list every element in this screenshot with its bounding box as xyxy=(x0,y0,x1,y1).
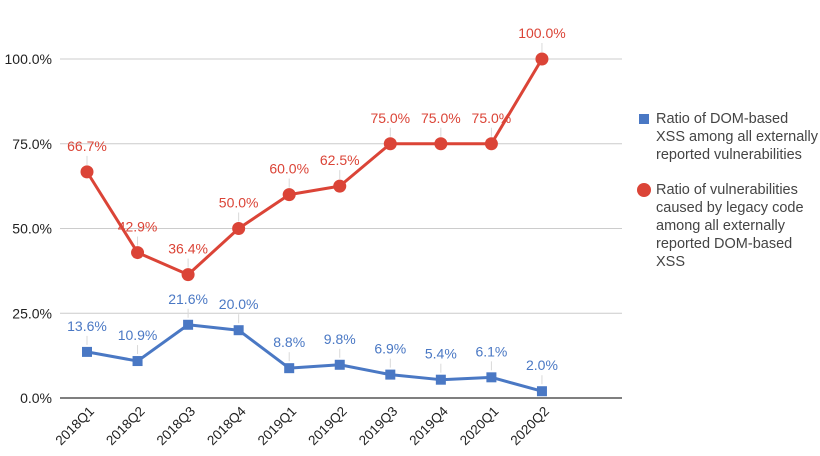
data-point xyxy=(334,359,345,370)
data-point xyxy=(183,319,194,330)
y-tick-label: 75.0% xyxy=(12,136,52,152)
data-point xyxy=(284,363,295,374)
data-point xyxy=(484,137,498,151)
data-point xyxy=(486,372,497,383)
y-tick-label: 50.0% xyxy=(12,221,52,237)
legend: Ratio of DOM-based XSS among all externa… xyxy=(636,110,820,271)
data-label: 10.9% xyxy=(118,327,158,343)
data-label: 60.0% xyxy=(269,161,309,177)
data-label: 36.4% xyxy=(168,241,208,257)
data-point xyxy=(434,137,448,151)
data-point xyxy=(131,246,145,260)
circle-marker-icon xyxy=(637,183,651,197)
data-label: 50.0% xyxy=(219,195,259,211)
data-point xyxy=(435,374,446,385)
data-point xyxy=(82,346,92,357)
data-point xyxy=(536,386,547,397)
square-marker-icon xyxy=(639,114,649,124)
x-tick-label: 2019Q1 xyxy=(255,404,300,449)
data-label: 20.0% xyxy=(219,296,259,312)
data-label: 75.0% xyxy=(370,110,410,126)
x-tick-label: 2018Q2 xyxy=(103,404,148,449)
series-line xyxy=(85,58,544,277)
x-tick-label: 2019Q4 xyxy=(406,403,451,448)
data-point xyxy=(535,52,549,66)
data-label: 75.0% xyxy=(472,110,512,126)
x-tick-label: 2019Q2 xyxy=(305,404,350,449)
legend-item-dom-xss[interactable]: Ratio of DOM-based XSS among all externa… xyxy=(636,110,820,164)
data-label: 75.0% xyxy=(421,110,461,126)
y-tick-label: 0.0% xyxy=(20,390,52,406)
x-tick-label: 2020Q2 xyxy=(507,404,552,449)
data-point xyxy=(282,188,296,202)
data-label: 62.5% xyxy=(320,152,360,168)
legend-item-legacy-code[interactable]: Ratio of vulnerabilities caused by legac… xyxy=(636,181,820,271)
y-tick-label: 25.0% xyxy=(12,305,52,321)
data-label: 100.0% xyxy=(518,25,565,41)
data-label: 9.8% xyxy=(324,331,356,347)
series-line xyxy=(86,323,543,393)
x-tick-label: 2020Q1 xyxy=(457,404,502,449)
y-tick-label: 100.0% xyxy=(5,51,52,67)
legend-label: Ratio of DOM-based XSS among all externa… xyxy=(656,111,818,163)
data-point xyxy=(80,165,94,179)
data-label: 5.4% xyxy=(425,346,457,362)
data-point xyxy=(232,222,246,235)
data-point xyxy=(383,137,397,151)
data-point xyxy=(233,325,244,336)
data-label: 6.9% xyxy=(374,341,406,357)
x-tick-label: 2019Q3 xyxy=(356,404,401,449)
x-tick-label: 2018Q4 xyxy=(204,403,249,448)
data-point xyxy=(181,268,195,282)
legend-label: Ratio of vulnerabilities caused by legac… xyxy=(656,182,804,270)
data-label: 66.7% xyxy=(67,138,107,154)
x-tick-label: 2018Q3 xyxy=(154,404,199,449)
data-point xyxy=(333,179,347,193)
data-label: 21.6% xyxy=(168,291,208,307)
data-label: 2.0% xyxy=(526,357,558,373)
data-label: 6.1% xyxy=(475,343,507,359)
data-label: 13.6% xyxy=(67,318,107,334)
data-point xyxy=(385,369,396,380)
data-label: 42.9% xyxy=(118,219,158,235)
data-point xyxy=(132,356,143,367)
x-tick-label: 2018Q1 xyxy=(53,404,98,449)
data-label: 8.8% xyxy=(273,334,305,350)
